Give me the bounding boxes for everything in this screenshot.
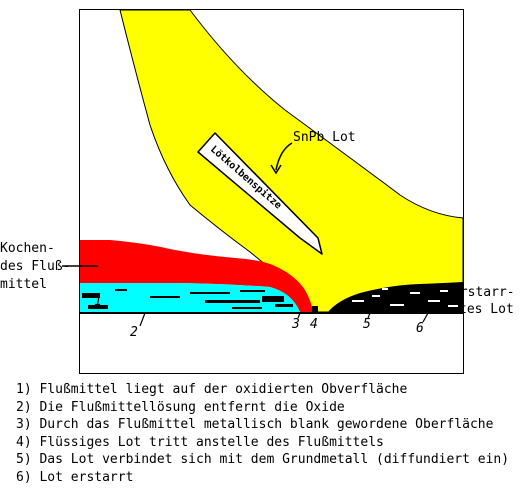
marker-3: 3 xyxy=(291,317,300,332)
marker-6-leader xyxy=(422,312,429,323)
legend-item-1: 1) Flußmittel liegt auf der oxidierten O… xyxy=(16,382,408,397)
marker-1: 1 xyxy=(94,294,102,309)
soldering-iron-tip xyxy=(197,132,323,255)
legend-item-5: 5) Das Lot verbindet sich mit dem Grundm… xyxy=(16,452,510,468)
boiling-flux-label-line1: Kochen- xyxy=(0,241,55,256)
sn-pb-arrow xyxy=(275,142,293,171)
solidified-texture xyxy=(352,288,458,307)
legend-item-6: 6) Lot erstarrt xyxy=(16,469,134,485)
marker-2-leader xyxy=(139,312,146,327)
process-steps-legend: 1) Flußmittel liegt auf der oxidierten O… xyxy=(16,381,509,487)
marker-5: 5 xyxy=(363,317,371,332)
marker-6: 6 xyxy=(416,321,424,336)
legend-item-3: 3) Durch das Flußmittel metallisch blank… xyxy=(16,417,494,433)
solidified-label-line2: tes Lot xyxy=(459,302,514,317)
marker-4: 4 xyxy=(310,317,318,332)
liquid-solder-contact xyxy=(312,306,318,313)
legend-item-2: 2) Die Flußmittellösung entfernt die Oxi… xyxy=(16,399,345,415)
solidified-label-line1: Erstarr- xyxy=(452,285,515,300)
sn-pb-arrow-head xyxy=(270,164,282,175)
boiling-flux-label-line2: des Fluß- xyxy=(0,259,70,274)
marker-2: 2 xyxy=(130,325,138,340)
marker-3-leader xyxy=(297,312,301,319)
boiling-flux-label-line3: mittel xyxy=(0,277,47,292)
soldering-process-diagram: Lötkolbenspitze SnPb Lot Kochen- des Flu xyxy=(0,9,515,374)
sn-pb-solder-label: SnPb Lot xyxy=(293,130,356,145)
solidified-solder xyxy=(328,282,463,312)
legend-item-4: 4) Flüssiges Lot tritt anstelle des Fluß… xyxy=(16,434,384,450)
marker-5-leader xyxy=(367,312,371,319)
boiling-flux-region xyxy=(80,240,313,312)
flux-oxide-speckles xyxy=(82,289,293,309)
